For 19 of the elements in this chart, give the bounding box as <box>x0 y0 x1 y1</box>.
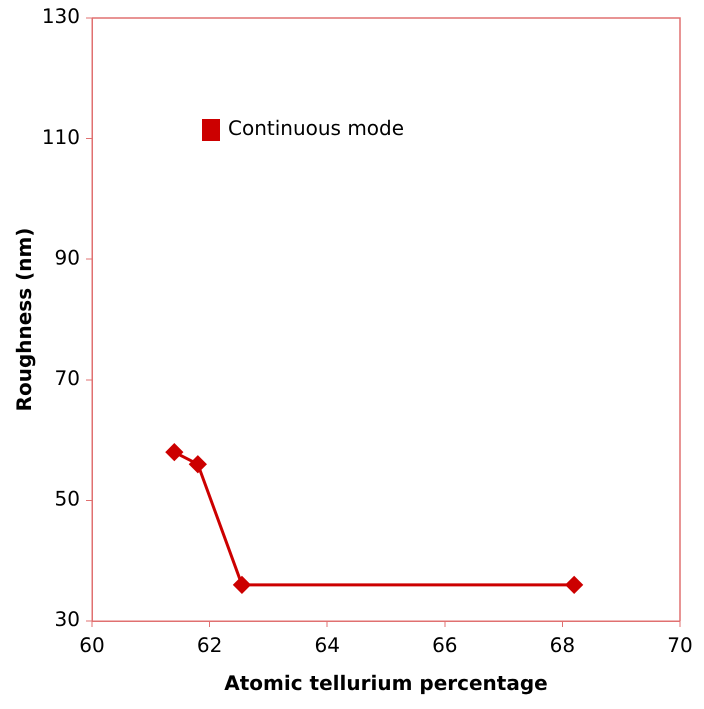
x-tick-label: 70 <box>667 633 693 658</box>
x-tick-label: 64 <box>314 633 340 658</box>
legend-label: Continuous mode <box>228 116 404 140</box>
y-tick-label: 50 <box>54 486 80 511</box>
y-tick-label: 110 <box>42 124 80 149</box>
y-tick-label: 70 <box>54 366 80 390</box>
point <box>233 576 250 594</box>
x-tick-label: 66 <box>432 633 458 658</box>
x-tick-label: 62 <box>196 633 222 658</box>
point <box>566 576 583 594</box>
x-tick-label: 60 <box>79 633 105 658</box>
point <box>189 456 206 473</box>
x-axis-title: Atomic tellurium percentage <box>224 671 548 696</box>
y-tick-label: 130 <box>42 4 80 28</box>
y-tick-label: 90 <box>54 245 80 270</box>
y-tick-label: 30 <box>54 607 80 632</box>
point <box>166 444 183 461</box>
x-tick-label: 68 <box>550 633 576 658</box>
y-axis-title: Roughness (nm) <box>12 228 36 412</box>
